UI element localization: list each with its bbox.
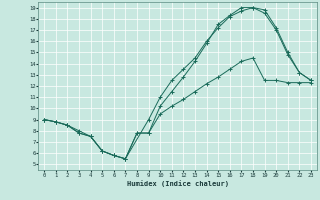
X-axis label: Humidex (Indice chaleur): Humidex (Indice chaleur) — [127, 180, 228, 187]
